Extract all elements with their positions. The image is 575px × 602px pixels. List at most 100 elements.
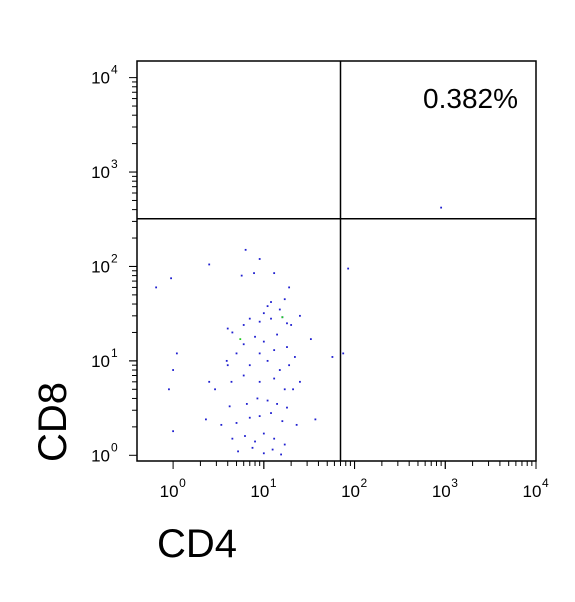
data-point: [230, 380, 233, 383]
data-point: [228, 405, 231, 408]
data-point: [256, 397, 259, 400]
data-point: [258, 320, 261, 323]
y-tick-exponent: 3: [111, 157, 118, 171]
x-tick-label: 10: [250, 482, 269, 501]
data-point: [309, 338, 312, 341]
data-point: [283, 443, 286, 446]
data-point: [288, 364, 291, 367]
data-point: [242, 343, 245, 346]
data-point: [220, 423, 223, 426]
y-tick-label: 10: [91, 163, 110, 182]
data-point: [262, 340, 265, 343]
data-point: [270, 317, 272, 320]
y-tick-label: 10: [91, 446, 110, 465]
data-point: [235, 352, 238, 355]
y-tick-label: 10: [91, 257, 110, 276]
x-axis-title: CD4: [157, 522, 237, 566]
y-tick-exponent: 0: [111, 440, 118, 454]
data-point: [273, 349, 276, 352]
data-point: [208, 263, 211, 266]
data-point: [155, 286, 158, 289]
data-point: [172, 430, 175, 433]
data-point: [253, 272, 255, 275]
data-point: [225, 359, 228, 362]
data-point: [281, 420, 284, 423]
data-point: [286, 346, 288, 348]
plot-frame: [136, 60, 537, 462]
data-point: [276, 333, 278, 336]
x-tick-label: 10: [160, 482, 179, 501]
data-point: [208, 380, 211, 383]
data-point: [292, 388, 294, 391]
data-point: [258, 258, 261, 260]
data-point: [342, 352, 345, 355]
data-point: [270, 301, 272, 303]
x-tick-label: 10: [432, 482, 451, 501]
data-point: [281, 316, 284, 319]
data-point: [248, 364, 251, 367]
data-point: [258, 380, 261, 383]
x-tick-exponent: 2: [361, 476, 368, 490]
data-point: [168, 388, 170, 391]
data-point: [170, 277, 172, 280]
data-point: [262, 312, 265, 315]
x-minor-ticks: [172, 461, 537, 469]
data-point: [239, 338, 242, 341]
x-tick-exponent: 0: [179, 476, 186, 490]
data-point: [242, 374, 245, 377]
data-point: [288, 286, 291, 289]
data-point: [295, 423, 298, 426]
data-point: [286, 322, 288, 325]
data-point: [205, 418, 207, 421]
data-point: [273, 437, 276, 440]
y-minor-ticks: [129, 77, 137, 456]
x-tick-label: 10: [341, 482, 360, 501]
data-point: [254, 335, 256, 338]
data-point: [280, 453, 282, 456]
data-point: [273, 377, 276, 380]
x-tick-labels: 10 0 10 1 10 2 10 3 10 4: [160, 476, 549, 501]
data-point: [231, 437, 234, 440]
data-point: [266, 399, 269, 402]
data-point: [231, 331, 234, 334]
data-point: [248, 317, 251, 320]
data-point: [286, 406, 288, 409]
data-points: [155, 206, 443, 456]
data-point: [237, 450, 239, 453]
data-point: [172, 369, 175, 371]
data-point: [273, 272, 276, 275]
data-point: [175, 352, 178, 355]
data-point: [240, 274, 243, 277]
data-point: [258, 352, 261, 355]
y-tick-label: 10: [91, 69, 110, 88]
data-point: [314, 418, 317, 421]
data-point: [283, 298, 286, 301]
data-point: [278, 308, 281, 311]
data-point: [283, 388, 286, 391]
data-point: [293, 356, 296, 358]
data-point: [440, 206, 443, 209]
data-point: [278, 369, 281, 371]
x-tick-exponent: 4: [542, 476, 549, 490]
data-point: [244, 248, 247, 251]
data-point: [235, 422, 238, 424]
x-tick-exponent: 1: [270, 476, 277, 490]
quadrant-percentage-label: 0.382%: [423, 83, 518, 114]
data-point: [258, 415, 261, 418]
data-point: [347, 267, 350, 270]
data-point: [244, 435, 246, 437]
data-point: [251, 446, 254, 449]
y-tick-exponent: 2: [111, 251, 118, 265]
y-tick-exponent: 1: [111, 346, 118, 360]
data-point: [270, 412, 272, 414]
data-point: [262, 452, 265, 455]
data-point: [226, 327, 229, 330]
data-point: [266, 359, 269, 362]
y-axis-title: CD8: [31, 382, 75, 462]
data-point: [290, 324, 293, 326]
data-point: [245, 403, 248, 405]
data-point: [276, 403, 278, 405]
data-point: [262, 432, 265, 435]
